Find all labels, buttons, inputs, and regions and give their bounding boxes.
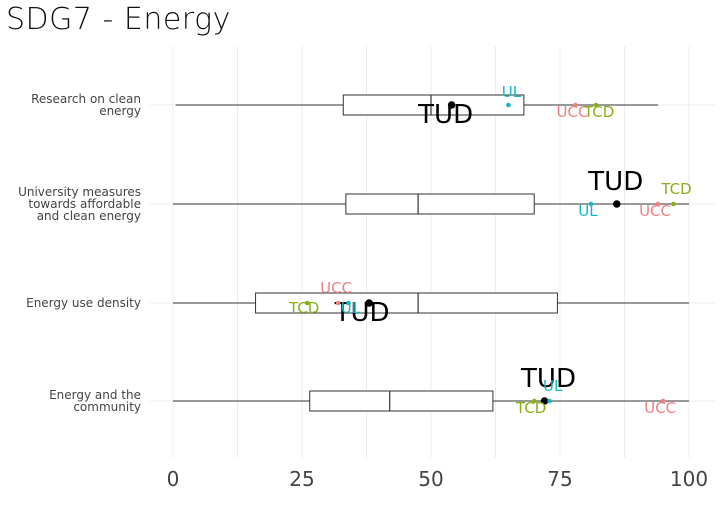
point-tud xyxy=(365,299,373,307)
point-label-tcd: TCD xyxy=(583,103,614,121)
y-category-label-line: towards affordable xyxy=(28,197,141,211)
point-label-tud: TUD xyxy=(417,100,473,130)
point-ucc xyxy=(335,300,341,306)
point-label-tcd: TCD xyxy=(660,180,691,198)
point-tud xyxy=(447,101,456,109)
point-ul xyxy=(547,398,552,404)
point-label-tcd: TCD xyxy=(515,399,546,417)
point-label-tud: TUD xyxy=(587,167,643,197)
y-category-label-line: and clean energy xyxy=(37,209,141,223)
y-category-label: Energy and the community xyxy=(49,388,141,414)
point-label-ul: UL xyxy=(578,202,598,220)
point-label-tud: TUD xyxy=(334,298,390,328)
x-tick-label: 25 xyxy=(289,467,314,491)
y-category-label-line: community xyxy=(73,400,141,414)
box-iqr xyxy=(309,390,494,412)
point-tcd xyxy=(304,300,310,306)
point-label-tcd: TCD xyxy=(288,299,319,317)
x-tick-label: 50 xyxy=(418,467,443,491)
y-category-label: Energy use density xyxy=(26,296,141,310)
y-category-label-line: Energy and the xyxy=(49,388,141,402)
point-label-ul: UL xyxy=(502,83,522,101)
y-category-label: Research on clean energy xyxy=(31,92,141,118)
x-tick-label: 0 xyxy=(167,467,180,491)
point-ucc xyxy=(573,102,578,108)
point-ul xyxy=(346,300,351,306)
x-tick-label: 75 xyxy=(547,467,572,491)
point-label-tud: TUD xyxy=(520,364,576,394)
y-category-label: University measures towards affordable and… xyxy=(18,185,141,223)
point-ucc xyxy=(660,398,666,404)
y-category-label-line: energy xyxy=(99,104,141,118)
point-ul xyxy=(588,201,594,207)
point-ucc xyxy=(655,201,661,207)
box-iqr xyxy=(255,292,558,314)
point-label-ul: UL xyxy=(341,299,361,317)
point-label-ucc: UCC xyxy=(644,399,676,417)
point-label-ucc: UCC xyxy=(557,103,589,121)
y-category-label-line: Energy use density xyxy=(26,296,141,310)
y-category-label-line: University measures xyxy=(18,185,141,199)
point-tcd xyxy=(593,102,599,108)
chart-title: SDG7 - Energy xyxy=(6,2,231,37)
point-tcd xyxy=(531,398,537,404)
point-ul xyxy=(506,102,511,108)
point-label-ucc: UCC xyxy=(639,202,671,220)
point-tud xyxy=(612,200,621,208)
point-label-ul: UL xyxy=(543,377,563,395)
box-iqr xyxy=(345,193,535,215)
point-tud xyxy=(540,397,549,405)
y-category-label-line: Research on clean xyxy=(31,92,141,106)
box-iqr xyxy=(342,94,525,116)
x-tick-label: 100 xyxy=(670,467,708,491)
point-label-ucc: UCC xyxy=(320,279,352,297)
point-tcd xyxy=(671,201,676,207)
